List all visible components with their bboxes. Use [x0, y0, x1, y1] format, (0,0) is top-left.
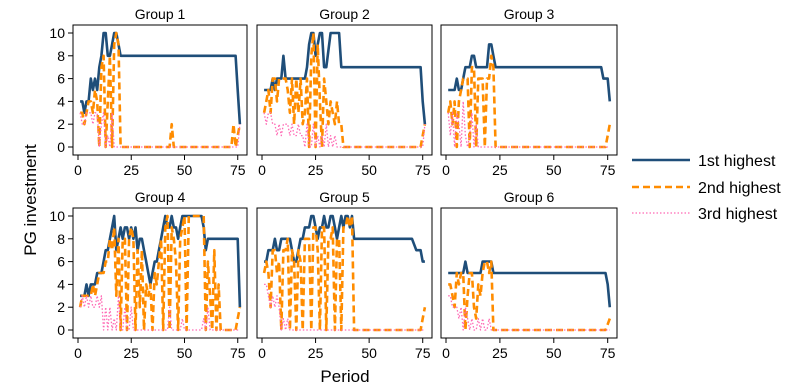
x-tick-label: 50: [361, 162, 377, 178]
x-tick-label: 75: [230, 345, 246, 361]
panel-frame: [256, 207, 433, 339]
y-tick-label: 8: [57, 48, 65, 64]
x-tick-label: 50: [546, 345, 562, 361]
x-tick-label: 25: [123, 162, 139, 178]
series-line-3rd-highest: [79, 295, 240, 331]
y-tick-label: 8: [57, 231, 65, 247]
legend-label-2nd-highest: 2nd highest: [698, 180, 781, 197]
panel-title: Group 2: [319, 6, 370, 22]
legend-label-3rd-highest: 3rd highest: [698, 206, 778, 223]
x-tick-label: 50: [546, 162, 562, 178]
panel-group-6: Group 6 0 25 50 75: [440, 189, 618, 361]
legend-label-1st-highest: 1st highest: [698, 153, 776, 170]
x-tick-label: 50: [361, 345, 377, 361]
series-line-3rd-highest: [447, 100, 610, 148]
x-tick-label: 0: [442, 162, 450, 178]
panel-frame: [72, 24, 248, 156]
series-line-2nd-highest: [262, 214, 427, 332]
panel-title: Group 4: [135, 189, 186, 205]
series-line-3rd-highest: [264, 283, 425, 331]
series-line-2nd-highest: [446, 54, 612, 149]
y-tick-label: 10: [49, 208, 65, 224]
panel-title: Group 3: [504, 6, 555, 22]
y-tick-label: 6: [57, 71, 65, 87]
panel-group-2: Group 2 0 25 50 75: [256, 6, 433, 178]
x-tick-label: 0: [258, 162, 266, 178]
legend: 1st highest 2nd highest 3rd highest: [632, 153, 781, 223]
series-line-1st-highest: [80, 31, 242, 125]
series-line-2nd-highest: [448, 260, 612, 332]
series-line-3rd-highest: [79, 112, 241, 148]
panel-frame: [72, 207, 248, 339]
x-tick-label: 50: [177, 162, 193, 178]
panel-title: Group 6: [504, 189, 555, 205]
x-tick-label: 75: [600, 162, 616, 178]
y-tick-label: 2: [57, 116, 65, 132]
x-tick-label: 0: [258, 345, 266, 361]
x-tick-label: 25: [308, 162, 324, 178]
series-line-2nd-highest: [78, 214, 242, 332]
panel-frame: [440, 24, 618, 156]
panel-frame: [440, 207, 618, 339]
panel-group-3: Group 3 0 25 50 75: [440, 6, 618, 178]
y-tick-label: 0: [57, 139, 65, 155]
x-tick-label: 75: [415, 345, 431, 361]
y-tick-label: 4: [57, 93, 65, 109]
series-line-2nd-highest: [262, 31, 427, 149]
series-line-3rd-highest: [448, 295, 610, 331]
series-line-3rd-highest: [263, 112, 426, 148]
x-tick-label: 75: [230, 162, 246, 178]
panel-frame: [256, 24, 433, 156]
y-tick-label: 2: [57, 299, 65, 315]
x-tick-label: 0: [442, 345, 450, 361]
panel-title: Group 5: [319, 189, 370, 205]
x-tick-label: 50: [177, 345, 193, 361]
x-tick-label: 75: [600, 345, 616, 361]
x-tick-label: 25: [308, 345, 324, 361]
series-line-2nd-highest: [80, 31, 242, 149]
x-tick-label: 25: [492, 162, 508, 178]
series-line-1st-highest: [448, 260, 612, 308]
y-tick-label: 0: [57, 322, 65, 338]
x-tick-label: 25: [123, 345, 139, 361]
x-tick-label: 0: [74, 162, 82, 178]
panel-title: Group 1: [135, 6, 186, 22]
panel-group-5: Group 5 0 25 50 75: [256, 189, 433, 361]
y-axis-label: PG investment: [21, 144, 40, 256]
panel-group-1: Group 1 0 25 50 75 0 2 4 6 8 10: [49, 6, 248, 178]
series-line-1st-highest: [264, 31, 427, 125]
y-tick-label: 4: [57, 276, 65, 292]
y-tick-label: 10: [49, 25, 65, 41]
x-tick-label: 0: [74, 345, 82, 361]
y-tick-label: 6: [57, 254, 65, 270]
panel-group-4: Group 4 0 25 50 75 0 2 4 6 8 10: [49, 189, 248, 361]
x-axis-label: Period: [320, 367, 369, 386]
x-tick-label: 75: [415, 162, 431, 178]
x-tick-label: 25: [492, 345, 508, 361]
